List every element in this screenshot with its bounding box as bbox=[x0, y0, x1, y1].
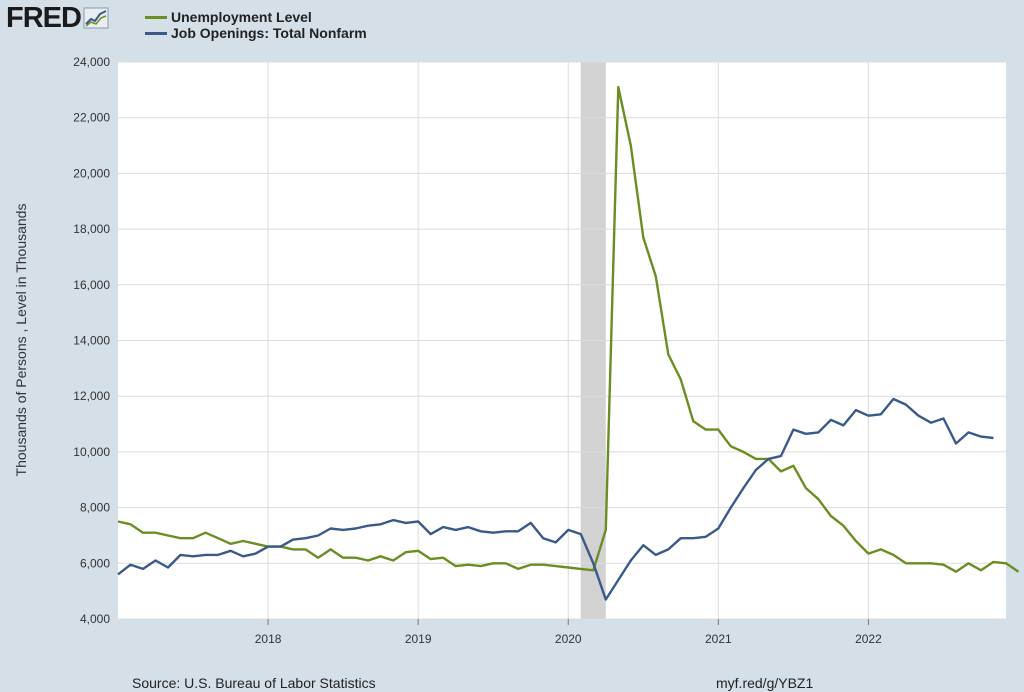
fred-chart-icon bbox=[83, 7, 109, 29]
x-tick-label: 2020 bbox=[555, 632, 582, 646]
legend-item-job-openings: Job Openings: Total Nonfarm bbox=[145, 25, 367, 41]
y-tick-label: 6,000 bbox=[80, 556, 110, 570]
short-link[interactable]: myf.red/g/YBZ1 bbox=[716, 675, 814, 691]
y-axis-label: Thousands of Persons , Level in Thousand… bbox=[13, 204, 29, 477]
y-tick-label: 22,000 bbox=[73, 111, 110, 125]
y-tick-label: 14,000 bbox=[73, 334, 110, 348]
legend-swatch-unemployment bbox=[145, 15, 167, 19]
legend-label-job-openings: Job Openings: Total Nonfarm bbox=[171, 25, 367, 41]
fred-logo-text: FRED bbox=[6, 2, 82, 34]
series-lines bbox=[117, 85, 1020, 601]
y-tick-label: 18,000 bbox=[73, 222, 110, 236]
y-tick-label: 16,000 bbox=[73, 278, 110, 292]
x-tick-label: 2018 bbox=[255, 632, 282, 646]
y-tick-label: 24,000 bbox=[73, 55, 110, 69]
fred-logo[interactable]: FRED bbox=[6, 3, 109, 33]
legend-item-unemployment: Unemployment Level bbox=[145, 9, 367, 25]
y-axis-ticks: 4,000 6,000 8,000 10,000 12,000 14,000 16,000 1… bbox=[73, 55, 110, 626]
series-line-job-openings bbox=[117, 397, 994, 601]
y-tick-label: 8,000 bbox=[80, 501, 110, 515]
legend-swatch-job-openings bbox=[145, 31, 167, 35]
x-tick-label: 2022 bbox=[855, 632, 882, 646]
source-note: Source: U.S. Bureau of Labor Statistics bbox=[132, 675, 376, 691]
gridlines bbox=[118, 61, 1006, 620]
y-tick-label: 10,000 bbox=[73, 445, 110, 459]
legend-label-unemployment: Unemployment Level bbox=[171, 9, 312, 25]
x-tick-label: 2019 bbox=[405, 632, 432, 646]
x-tick-label: 2021 bbox=[705, 632, 732, 646]
chart-legend: Unemployment Level Job Openings: Total N… bbox=[145, 9, 367, 41]
y-tick-label: 12,000 bbox=[73, 389, 110, 403]
y-tick-label: 4,000 bbox=[80, 612, 110, 626]
x-axis-ticks: 2018 2019 2020 2021 2022 bbox=[255, 619, 882, 646]
y-tick-label: 20,000 bbox=[73, 166, 110, 180]
